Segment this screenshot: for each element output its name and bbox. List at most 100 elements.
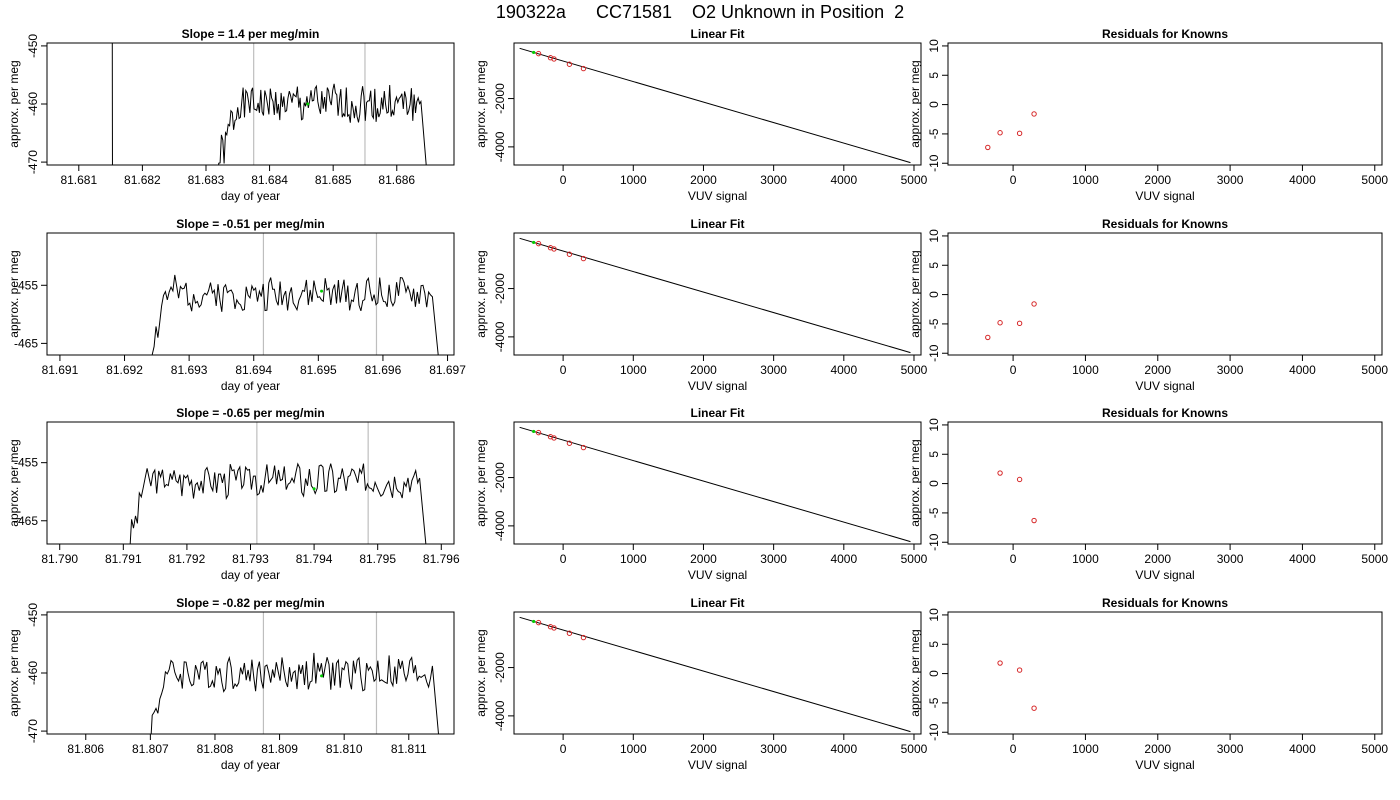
- resid-2-residual-point: [997, 320, 1003, 326]
- fit-1-ytick-label: -4000: [493, 131, 507, 162]
- fit-1-ylabel: approx. per meg: [474, 60, 488, 147]
- resid-2-ytick-label: 10: [927, 229, 941, 243]
- fit-2-ylabel: approx. per meg: [474, 250, 488, 337]
- fit-4-ytick-label: -4000: [493, 700, 507, 731]
- fit-2-fit-line: [519, 237, 911, 354]
- drift-4-xlabel: day of year: [221, 758, 280, 772]
- figure-title: 190322a CC71581 O2 Unknown in Position 2: [495, 2, 905, 22]
- drift-1-panel: Slope = 1.4 per meg/min day of year approx…: [7, 27, 455, 203]
- resid-3-plot-frame: [947, 421, 1383, 545]
- fit-4-known-point: [580, 634, 587, 641]
- resid-1-title: Residuals for Knowns: [1102, 27, 1228, 41]
- fit-4-xtick-label: 0: [560, 742, 567, 756]
- fit-3-title: Linear Fit: [690, 406, 744, 420]
- fit-4-ylabel: approx. per meg: [474, 629, 488, 716]
- drift-2-ylabel: approx. per meg: [7, 250, 21, 337]
- drift-3-xtick-label: 81.792: [169, 552, 206, 566]
- fit-4-ytick-label: -2000: [493, 652, 507, 683]
- resid-1-xtick-label: 1000: [1072, 173, 1099, 187]
- resid-2-residual-point: [1016, 320, 1023, 327]
- fit-1-xtick-label: 0: [560, 173, 567, 187]
- resid-4-plot-frame: [947, 611, 1383, 735]
- resid-3-residual-point: [1016, 476, 1023, 483]
- drift-1-xlabel: day of year: [221, 189, 280, 203]
- fit-4-unknown-point: [532, 619, 536, 624]
- fit-2-xtick-label: 3000: [760, 363, 787, 377]
- drift-3-series-line: [129, 462, 427, 544]
- fit-2-ytick-label: -4000: [493, 321, 507, 352]
- drift-2-xtick-label: 81.697: [429, 363, 466, 377]
- resid-2-xtick-label: 1000: [1072, 363, 1099, 377]
- drift-2-xtick-label: 81.692: [106, 363, 143, 377]
- resid-2-residual-point: [985, 334, 991, 341]
- drift-3-xtick-label: 81.791: [105, 552, 142, 566]
- fit-3-xtick-label: 5000: [901, 552, 928, 566]
- drift-4-ytick-label: -470: [26, 719, 40, 743]
- drift-2-panel: Slope = -0.51 per meg/min day of year appr…: [7, 217, 466, 393]
- drift-2-xlabel: day of year: [221, 379, 280, 393]
- resid-4-residual-point: [1016, 667, 1023, 673]
- resid-1-ytick-label: -5: [927, 128, 941, 139]
- fit-2-known-point: [566, 251, 573, 257]
- resid-3-residual-point: [997, 470, 1003, 476]
- fit-4-known-point: [535, 619, 542, 626]
- resid-1-ytick-label: -10: [927, 154, 941, 172]
- drift-3-xlabel: day of year: [221, 568, 280, 582]
- drift-2-ytick-label: -455: [14, 278, 38, 292]
- resid-1-residual-point: [1016, 130, 1023, 137]
- drift-2-ytick-label: -465: [14, 336, 38, 350]
- drift-2-title: Slope = -0.51 per meg/min: [176, 217, 324, 231]
- resid-1-xtick-label: 3000: [1217, 173, 1244, 187]
- fit-3-panel: Linear Fit VUV signal approx. per meg 0 1000…: [474, 406, 928, 582]
- resid-2-title: Residuals for Knowns: [1102, 217, 1228, 231]
- fit-3-xtick-label: 3000: [760, 552, 787, 566]
- fit-4-fit-line: [519, 616, 911, 733]
- resid-4-residual-point: [997, 660, 1003, 666]
- fit-3-known-point: [551, 435, 557, 441]
- fit-2-xtick-label: 5000: [901, 363, 928, 377]
- resid-2-ytick-label: -10: [927, 344, 941, 362]
- drift-1-xtick-label: 81.684: [251, 173, 288, 187]
- resid-2-ytick-label: -5: [927, 318, 941, 329]
- drift-1-title: Slope = 1.4 per meg/min: [182, 27, 320, 41]
- fit-3-known-point: [547, 434, 554, 440]
- drift-3-ylabel: approx. per meg: [7, 439, 21, 526]
- resid-3-xtick-label: 1000: [1072, 552, 1099, 566]
- resid-4-ytick-label: -5: [927, 697, 941, 708]
- fit-1-fit-line: [519, 47, 911, 164]
- resid-1-xlabel: VUV signal: [1135, 189, 1194, 203]
- resid-3-ytick-label: 5: [927, 451, 941, 458]
- drift-3-xtick-label: 81.790: [41, 552, 78, 566]
- fit-1-ytick-label: -2000: [493, 83, 507, 114]
- fit-3-xtick-label: 1000: [620, 552, 647, 566]
- resid-4-residual-point: [1031, 705, 1037, 711]
- drift-3-ytick-label: -465: [14, 514, 38, 528]
- resid-1-xtick-label: 5000: [1361, 173, 1388, 187]
- resid-4-xtick-label: 4000: [1289, 742, 1316, 756]
- fit-2-known-point: [547, 245, 554, 251]
- fit-1-xtick-label: 3000: [760, 173, 787, 187]
- drift-4-xtick-label: 81.806: [67, 742, 104, 756]
- drift-2-green-point: [320, 289, 324, 293]
- resid-3-xtick-label: 3000: [1217, 552, 1244, 566]
- fit-2-xtick-label: 2000: [690, 363, 717, 377]
- fit-3-plot-frame: [513, 421, 922, 545]
- drift-4-xtick-label: 81.810: [326, 742, 363, 756]
- fit-4-xtick-label: 3000: [760, 742, 787, 756]
- resid-3-xtick-label: 4000: [1289, 552, 1316, 566]
- fit-1-known-point: [580, 65, 587, 72]
- fit-3-xtick-label: 4000: [830, 552, 857, 566]
- resid-4-xtick-label: 1000: [1072, 742, 1099, 756]
- drift-1-green-point: [306, 102, 310, 106]
- drift-4-ylabel: approx. per meg: [7, 629, 21, 716]
- fit-2-unknown-point: [532, 240, 536, 245]
- drift-4-series-line: [150, 652, 440, 734]
- drift-4-panel: Slope = -0.82 per meg/min day of year appr…: [7, 596, 455, 772]
- fit-3-unknown-point: [532, 429, 536, 434]
- drift-1-series-line: [111, 43, 427, 165]
- fit-1-unknown-point: [532, 50, 536, 55]
- drift-3-xtick-label: 81.795: [359, 552, 396, 566]
- resid-4-ytick-label: 5: [927, 641, 941, 648]
- drift-4-ytick-label: -460: [26, 661, 40, 685]
